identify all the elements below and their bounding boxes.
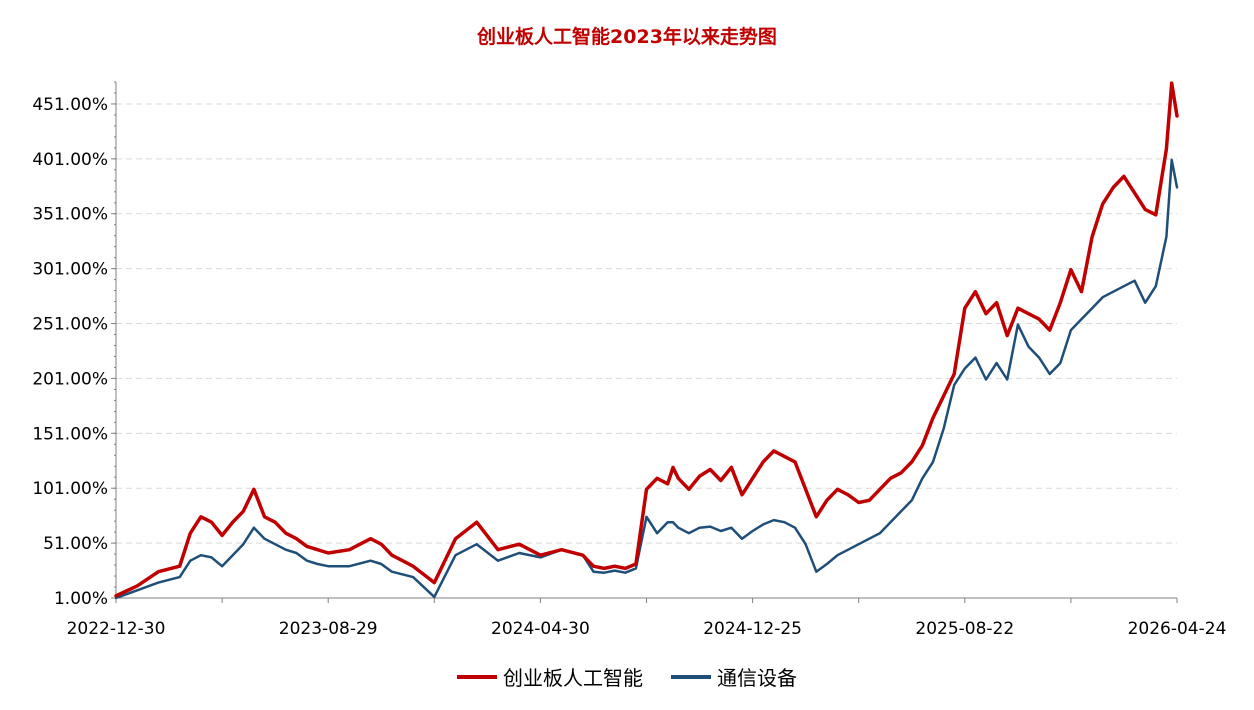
y-tick-label: 251.00%: [32, 315, 108, 335]
y-tick-label: 101.00%: [32, 479, 108, 499]
y-tick-labels: 1.00% 51.00% 101.00% 151.00% 201.00% 251.00% 3…: [32, 95, 108, 609]
x-tick-label: 2026-04-24: [1128, 619, 1227, 639]
x-tick-labels: 2022-12-30 2023-08-29 2024-04-30 2024-12-25…: [67, 619, 1227, 639]
legend-label-ai: 创业板人工智能: [503, 666, 643, 690]
chart-title: 创业板人工智能2023年以来走势图: [477, 26, 777, 48]
y-tick-label: 351.00%: [32, 205, 108, 225]
x-tick-label: 2025-08-22: [915, 619, 1014, 639]
y-tick-label: 51.00%: [43, 534, 108, 554]
chart-legend: 创业板人工智能 通信设备: [0, 662, 1254, 691]
y-tick-label: 451.00%: [32, 95, 108, 115]
legend-swatch-ai: [457, 674, 497, 679]
legend-swatch-telecom: [671, 674, 711, 679]
series-line-telecom: [114, 158, 1179, 600]
series-lines: [114, 81, 1179, 600]
legend-item-telecom[interactable]: 通信设备: [671, 662, 797, 691]
x-tick-label: 2024-04-30: [491, 619, 590, 639]
x-tick-label: 2024-12-25: [703, 619, 802, 639]
y-tick-label: 401.00%: [32, 150, 108, 170]
y-tick-label: 301.00%: [32, 260, 108, 280]
series-line-ai: [114, 81, 1179, 598]
y-tick-label: 1.00%: [54, 589, 108, 609]
axes: [111, 81, 1178, 603]
y-tick-label: 151.00%: [32, 424, 108, 444]
x-tick-label: 2023-08-29: [279, 619, 378, 639]
y-tick-label: 201.00%: [32, 369, 108, 389]
legend-item-ai[interactable]: 创业板人工智能: [457, 662, 643, 691]
x-tick-label: 2022-12-30: [67, 619, 166, 639]
legend-label-telecom: 通信设备: [717, 666, 797, 690]
